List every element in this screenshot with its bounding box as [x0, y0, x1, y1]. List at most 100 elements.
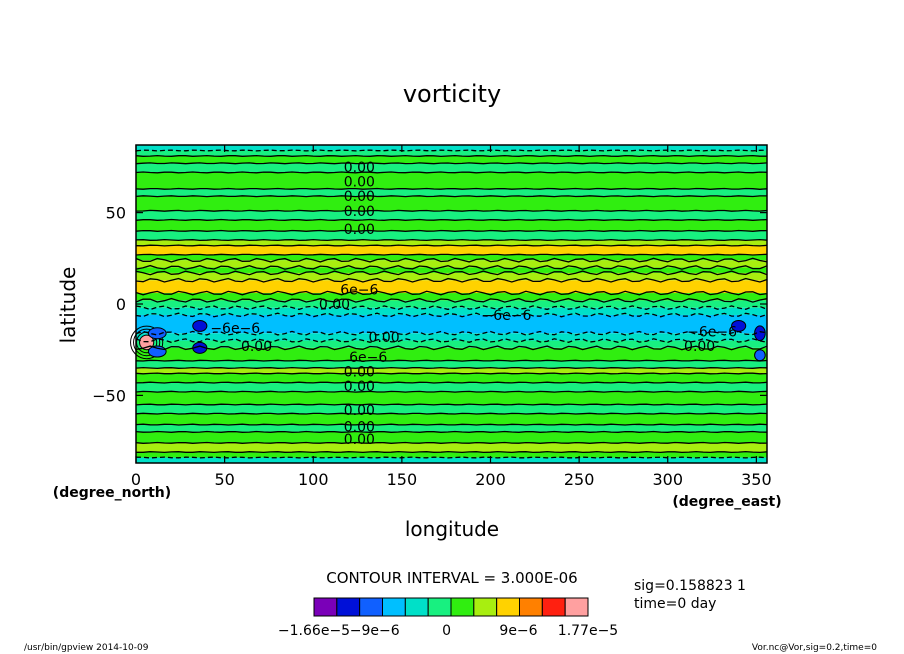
contour-band — [136, 367, 767, 374]
time-info: time=0 day — [634, 596, 716, 612]
colorbar-tick-label: −1.66e−5 — [278, 623, 350, 639]
contour-blob — [754, 349, 766, 362]
contour-band — [136, 373, 767, 383]
contour-line — [135, 195, 767, 198]
contour-band — [136, 424, 767, 432]
contour-band — [136, 340, 767, 348]
y-axis-unit: (degree_north) — [53, 485, 171, 501]
contour-band — [136, 457, 767, 463]
colorbar-swatch — [473, 597, 498, 617]
contour-band — [136, 314, 767, 334]
x-tick-label: 150 — [387, 470, 418, 489]
contour-band — [136, 404, 767, 414]
contour-line — [135, 229, 768, 232]
y-tick-label: 0 — [116, 295, 126, 314]
contour-line — [135, 366, 768, 370]
colorbar-tick-label: −9e−6 — [350, 623, 400, 639]
contour-band — [136, 272, 767, 281]
contour-line — [135, 257, 768, 263]
contour-band — [136, 254, 767, 261]
contour-ring — [133, 328, 161, 357]
contour-line — [135, 209, 768, 212]
contour-band — [136, 155, 767, 164]
contour-value-label: 0.00 — [344, 432, 375, 448]
colorbar-tick-label: 0 — [442, 623, 451, 639]
contour-band — [136, 260, 767, 268]
contour-band — [136, 172, 767, 189]
contour-line — [135, 338, 768, 344]
contour-value-label: 0.00 — [344, 365, 375, 381]
contour-line — [135, 345, 768, 351]
contour-line — [135, 264, 768, 270]
contour-value-label: 0.00 — [319, 297, 350, 313]
contour-line — [135, 187, 768, 190]
contour-band — [136, 245, 767, 255]
contour-value-label: 0.00 — [344, 160, 375, 176]
contour-line — [135, 297, 768, 303]
contour-band — [136, 145, 767, 151]
colorbar-tick-label: 9e−6 — [499, 623, 537, 639]
contour-ring — [130, 325, 164, 360]
y-tick-label: −50 — [92, 386, 126, 405]
contour-band — [136, 210, 767, 220]
colorbar-swatch — [564, 597, 589, 617]
contour-band — [136, 452, 767, 458]
contour-line — [135, 372, 768, 375]
x-tick-label: 350 — [741, 470, 772, 489]
colorbar-swatch — [313, 597, 338, 617]
x-axis-unit: (degree_east) — [672, 494, 781, 510]
colorbar-swatch — [359, 597, 383, 617]
x-tick-label: 300 — [652, 470, 683, 489]
contour-blob — [147, 327, 167, 340]
colorbar-swatch — [541, 597, 566, 617]
colorbar-swatch — [336, 597, 361, 617]
contour-band — [136, 382, 767, 392]
contour-band — [136, 196, 767, 211]
contour-value-label: 6e−6 — [349, 350, 387, 366]
x-axis-label: longitude — [405, 517, 499, 541]
contour-value-label: 0.00 — [344, 403, 375, 419]
contour-band — [136, 163, 767, 173]
contour-band — [136, 442, 767, 453]
x-tick-label: 0 — [131, 470, 141, 489]
colorbar-swatch — [427, 597, 452, 617]
contour-labels: 0.000.000.000.000.006e−60.00−6e−6−6e−60.… — [210, 160, 737, 448]
contour-bands — [136, 145, 767, 463]
colorbar-tick-label: 1.77e−5 — [558, 623, 618, 639]
contour-band — [136, 413, 767, 425]
contour-blobs — [130, 319, 766, 362]
contour-line — [135, 244, 768, 247]
contour-line — [135, 171, 768, 174]
footer-right: Vor.nc@Vor,sig=0.2,time=0 — [752, 643, 877, 653]
contour-value-label: 0.00 — [344, 189, 375, 205]
contour-band — [136, 360, 767, 368]
contour-line — [135, 270, 768, 276]
contour-band — [136, 293, 767, 301]
colorbar-swatch — [404, 597, 429, 617]
contour-line — [135, 423, 768, 426]
contour-value-label: 0.00 — [369, 330, 400, 346]
contour-value-label: 0.00 — [684, 339, 715, 355]
sig-info: sig=0.158823 1 — [634, 578, 746, 594]
contour-line — [135, 441, 768, 444]
contour-value-label: −6e−6 — [482, 308, 532, 324]
contour-line — [135, 390, 768, 393]
contour-band — [136, 347, 767, 361]
contour-line — [135, 403, 768, 406]
contour-line — [135, 456, 768, 459]
contour-band — [136, 280, 767, 294]
contour-value-label: 6e−6 — [340, 282, 378, 298]
contour-value-label: 0.00 — [241, 339, 272, 355]
contour-value-label: −6e−6 — [687, 324, 737, 340]
colorbar-swatch — [450, 597, 475, 617]
contour-value-label: −6e−6 — [210, 321, 260, 337]
contour-value-label: 0.00 — [344, 222, 375, 238]
plot-area: 0.000.000.000.000.006e−60.00−6e−6−6e−60.… — [130, 144, 768, 464]
colorbar: −1.66e−5 −9e−6 0 9e−6 1.77e−5 — [278, 597, 618, 639]
x-tick-label: 50 — [214, 470, 234, 489]
contour-line — [135, 312, 768, 318]
contour-line — [135, 290, 768, 296]
contour-line — [135, 253, 768, 256]
contour-line — [135, 238, 768, 242]
